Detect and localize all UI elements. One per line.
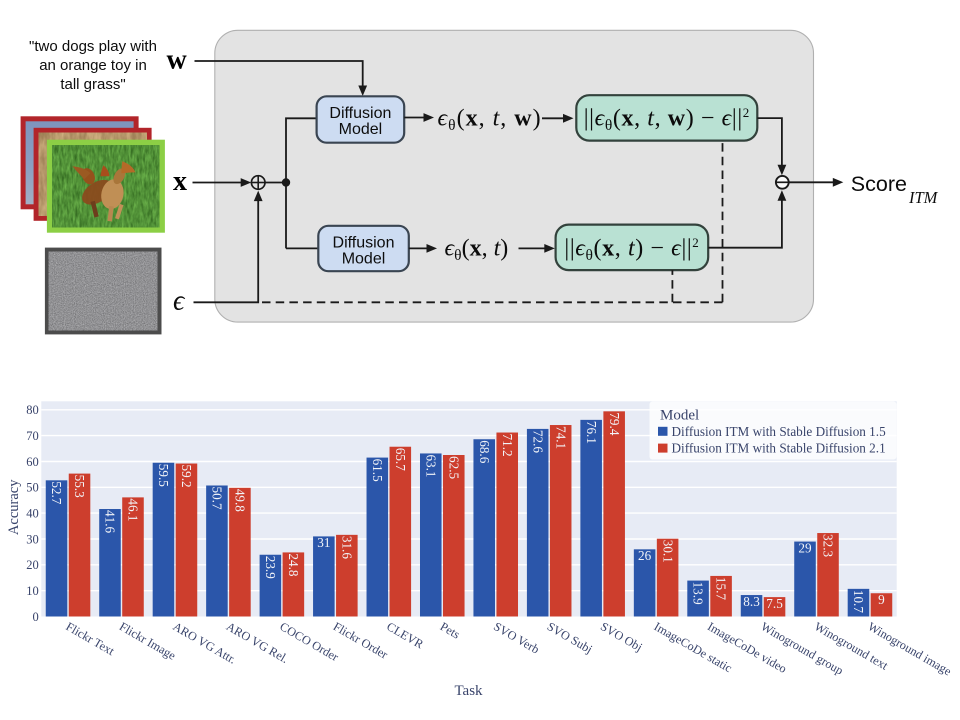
svg-text:30: 30: [26, 532, 39, 546]
svg-text:50.7: 50.7: [210, 486, 225, 509]
svg-text:30.1: 30.1: [660, 540, 675, 563]
svg-text:SVO Verb: SVO Verb: [491, 619, 541, 656]
svg-text:15.7: 15.7: [714, 577, 729, 600]
svg-text:13.9: 13.9: [691, 582, 706, 605]
svg-text:Task: Task: [454, 683, 483, 699]
svg-text:32.3: 32.3: [821, 534, 836, 557]
svg-text:Pets: Pets: [438, 619, 463, 641]
svg-text:7.5: 7.5: [766, 596, 783, 611]
svg-text:65.7: 65.7: [393, 448, 408, 471]
svg-text:10: 10: [26, 584, 39, 598]
svg-text:9: 9: [878, 592, 885, 607]
svg-text:59.2: 59.2: [179, 465, 194, 488]
svg-text:tall grass": tall grass": [60, 76, 125, 93]
svg-text:Flickr Order: Flickr Order: [331, 619, 390, 661]
svg-text:ϵθ​(x, t, w): ϵθ​(x, t, w): [438, 105, 542, 134]
svg-text:ϵ: ϵ: [173, 286, 186, 317]
svg-text:Flickr Text: Flickr Text: [64, 619, 118, 658]
svg-text:an orange toy in: an orange toy in: [39, 57, 147, 74]
svg-text:24.8: 24.8: [286, 553, 301, 576]
svg-text:71.2: 71.2: [500, 434, 515, 457]
svg-text:40: 40: [26, 506, 39, 520]
svg-text:0: 0: [33, 610, 39, 624]
svg-text:29: 29: [798, 540, 812, 555]
svg-text:63.1: 63.1: [423, 454, 438, 477]
svg-text:80: 80: [26, 403, 39, 417]
svg-text:Model: Model: [342, 250, 386, 267]
svg-text:79.4: 79.4: [607, 412, 622, 435]
svg-text:Diffusion: Diffusion: [329, 105, 391, 122]
svg-text:68.6: 68.6: [477, 440, 492, 463]
svg-text:w: w: [167, 45, 188, 76]
svg-text:Flickr Image: Flickr Image: [117, 619, 178, 662]
svg-text:SVO Obj: SVO Obj: [598, 619, 645, 654]
svg-text:Score: Score: [851, 172, 907, 196]
svg-text:26: 26: [638, 548, 652, 563]
svg-text:Diffusion ITM with Stable Diff: Diffusion ITM with Stable Diffusion 1.5: [672, 424, 887, 439]
svg-text:10.7: 10.7: [851, 590, 866, 613]
svg-text:60: 60: [26, 455, 39, 469]
svg-text:76.1: 76.1: [584, 421, 599, 444]
svg-text:x: x: [173, 166, 187, 197]
svg-text:Accuracy: Accuracy: [6, 479, 22, 535]
svg-text:Model: Model: [660, 408, 699, 424]
svg-text:31.6: 31.6: [339, 536, 354, 559]
svg-text:||ϵθ​(x, t) − ϵ||2: ||ϵθ​(x, t) − ϵ||2: [564, 235, 699, 264]
svg-text:70: 70: [26, 429, 39, 443]
svg-text:"two dogs play with: "two dogs play with: [29, 38, 157, 55]
svg-text:||ϵθ​(x, t, w) − ϵ||2: ||ϵθ​(x, t, w) − ϵ||2: [584, 105, 750, 134]
svg-text:50: 50: [26, 481, 39, 495]
svg-text:Model: Model: [339, 121, 383, 138]
svg-text:52.7: 52.7: [49, 481, 64, 504]
svg-text:23.9: 23.9: [263, 556, 278, 579]
svg-text:61.5: 61.5: [370, 459, 385, 482]
svg-text:46.1: 46.1: [126, 498, 141, 521]
svg-text:49.8: 49.8: [233, 489, 248, 512]
svg-text:41.6: 41.6: [103, 510, 118, 533]
svg-text:ϵθ​(x, t): ϵθ​(x, t): [445, 236, 509, 265]
svg-text:59.5: 59.5: [156, 464, 171, 487]
svg-text:20: 20: [26, 558, 39, 572]
svg-text:Diffusion: Diffusion: [333, 234, 395, 251]
svg-text:ITM: ITM: [908, 188, 939, 207]
svg-text:72.6: 72.6: [530, 430, 545, 453]
svg-text:74.1: 74.1: [553, 426, 568, 449]
svg-text:31: 31: [317, 535, 330, 550]
svg-text:Diffusion ITM with Stable Diff: Diffusion ITM with Stable Diffusion 2.1: [672, 441, 886, 456]
svg-text:62.5: 62.5: [446, 456, 461, 479]
svg-text:55.3: 55.3: [72, 475, 87, 498]
svg-text:SVO Subj: SVO Subj: [545, 619, 595, 656]
svg-text:8.3: 8.3: [743, 594, 760, 609]
svg-text:CLEVR: CLEVR: [384, 619, 426, 652]
